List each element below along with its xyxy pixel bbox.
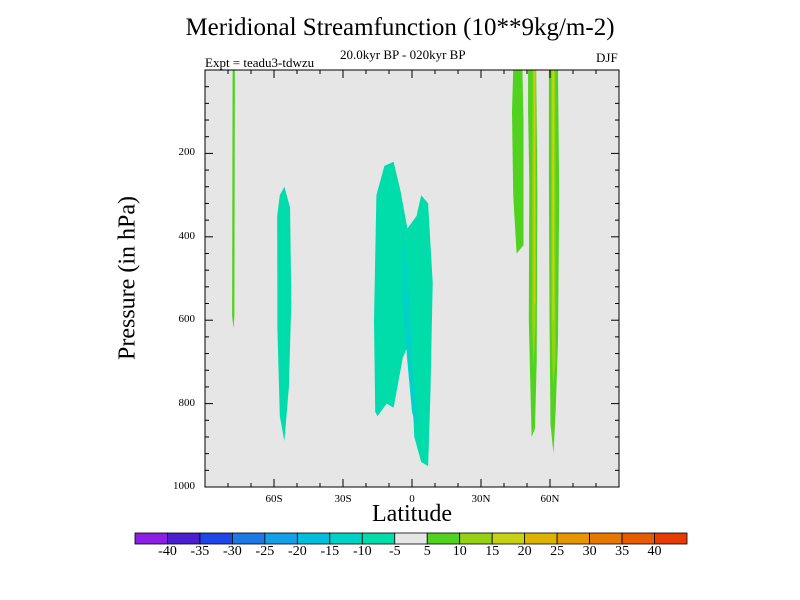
contour-positive-core-55N bbox=[533, 70, 536, 304]
colorbar-label: -30 bbox=[223, 544, 242, 559]
colorbar-swatch bbox=[199, 532, 233, 545]
colorbar-label: -10 bbox=[352, 544, 372, 559]
colorbar-label: -35 bbox=[190, 544, 210, 559]
experiment-label: Expt = teadu3-tdwzu bbox=[205, 55, 315, 70]
colorbar-label: 35 bbox=[615, 544, 630, 559]
contour-weak-positive-near-80S bbox=[232, 70, 235, 329]
x-tick-label: 30S bbox=[334, 493, 352, 505]
colorbar-label: -15 bbox=[320, 544, 340, 559]
contour-negative-cell-55S bbox=[277, 186, 292, 442]
colorbar-swatch bbox=[394, 532, 428, 545]
colorbar-swatch bbox=[167, 532, 201, 545]
colorbar-label: 25 bbox=[550, 544, 565, 559]
colorbar-swatch bbox=[589, 532, 623, 545]
axis-ticks bbox=[205, 70, 619, 488]
contour-regions bbox=[232, 70, 560, 467]
colorbar-label: 5 bbox=[423, 544, 431, 559]
x-tick-label: 60N bbox=[540, 493, 560, 505]
y-tick-label: 800 bbox=[178, 396, 196, 409]
contour-negative-cell-tropics bbox=[374, 161, 433, 467]
colorbar-label: 30 bbox=[582, 544, 597, 559]
x-tick-label: 0 bbox=[409, 493, 415, 505]
colorbar-label: 20 bbox=[517, 544, 532, 559]
x-tick-label: 30N bbox=[471, 493, 491, 505]
x-tick-label: 60S bbox=[265, 493, 283, 505]
colorbar-swatch bbox=[654, 532, 688, 545]
colorbar-swatch bbox=[134, 532, 168, 545]
colorbar-label: 15 bbox=[485, 544, 500, 559]
colorbar-swatch bbox=[296, 532, 331, 545]
season-label: DJF bbox=[596, 50, 618, 65]
colorbar-swatch bbox=[556, 532, 590, 545]
contour-positive-core-65N bbox=[552, 70, 555, 321]
contour-negative-core-tropics bbox=[402, 228, 417, 429]
colorbar-swatch bbox=[426, 532, 461, 545]
y-tick-label: 600 bbox=[178, 313, 196, 326]
y-tick-label: 400 bbox=[178, 229, 196, 242]
colorbar-swatch bbox=[232, 532, 266, 545]
colorbar-swatch bbox=[524, 532, 558, 545]
colorbar-swatch bbox=[264, 532, 298, 545]
contour-positive-outer-45N bbox=[512, 70, 524, 254]
colorbar-swatch bbox=[459, 532, 493, 545]
colorbar-label: -20 bbox=[288, 544, 307, 559]
colorbar-label: -40 bbox=[158, 544, 177, 559]
colorbar-swatch bbox=[361, 532, 396, 545]
chart-subtitle: 20.0kyr BP - 020kyr BP bbox=[340, 47, 466, 62]
colorbar-label: -25 bbox=[255, 544, 275, 559]
colorbar-swatch bbox=[491, 532, 526, 545]
y-tick-label: 200 bbox=[178, 146, 196, 159]
colorbar-label: 40 bbox=[647, 544, 662, 559]
y-tick-label: 1000 bbox=[173, 480, 195, 492]
colorbar-swatch bbox=[329, 532, 363, 545]
x-axis-label: Latitude bbox=[372, 501, 452, 527]
chart-title: Meridional Streamfunction (10**9kg/m-2) bbox=[185, 14, 615, 41]
colorbar bbox=[134, 532, 688, 545]
colorbar-label: -5 bbox=[388, 544, 401, 559]
colorbar-swatch bbox=[621, 532, 655, 545]
colorbar-label: 10 bbox=[452, 544, 467, 559]
